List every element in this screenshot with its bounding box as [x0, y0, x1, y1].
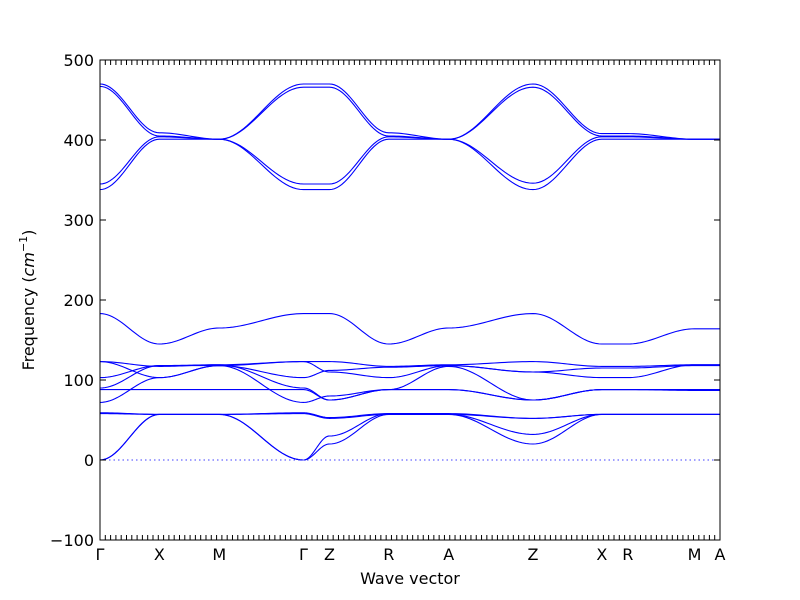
band-line-2: [99, 85, 720, 140]
x-tick-label: R: [622, 545, 633, 564]
x-axis-label: Wave vector: [360, 569, 460, 588]
band-line-4: [99, 138, 720, 191]
y-tick-label: 200: [63, 291, 94, 310]
band-lines: [99, 83, 720, 461]
x-tick-label: Γ: [299, 545, 308, 564]
band-line-3: [99, 136, 720, 185]
band-line-1: [99, 83, 720, 140]
y-axis-label-close: ): [19, 230, 38, 236]
band-line-8: [99, 361, 720, 379]
x-tick-label: M: [212, 545, 226, 564]
x-tick-label: Z: [324, 545, 335, 564]
y-tick-label: −100: [50, 531, 94, 550]
x-tick-label: R: [383, 545, 394, 564]
y-tick-label: 400: [63, 131, 94, 150]
band-line-5: [99, 313, 720, 345]
x-tick-label: X: [596, 545, 607, 564]
y-tick-label: 100: [63, 371, 94, 390]
y-tick-label: 500: [63, 51, 94, 70]
band-line-15: [99, 413, 720, 461]
band-line-11: [99, 365, 720, 403]
y-tick-label: 300: [63, 211, 94, 230]
y-tick-label: 0: [84, 451, 94, 470]
y-axis-label: Frequency (cm−1): [17, 230, 38, 371]
y-tick-labels: −100 0 100 200 300 400 500: [50, 51, 94, 550]
plot-frame: [99, 59, 721, 541]
y-axis-label-unit: cm: [19, 252, 38, 276]
band-line-10: [100, 389, 720, 401]
band-line-7: [99, 361, 720, 379]
y-axis-label-exponent: −1: [17, 236, 30, 252]
band-line-14: [99, 413, 720, 461]
x-tick-label: Γ: [96, 545, 105, 564]
y-axis-label-main: Frequency (: [19, 276, 38, 370]
x-tick-label: A: [443, 545, 454, 564]
x-tick-label: A: [715, 545, 726, 564]
axis-ticks: [99, 59, 721, 541]
x-tick-label: Z: [527, 545, 538, 564]
x-tick-label: X: [154, 545, 165, 564]
x-tick-label: M: [688, 545, 702, 564]
